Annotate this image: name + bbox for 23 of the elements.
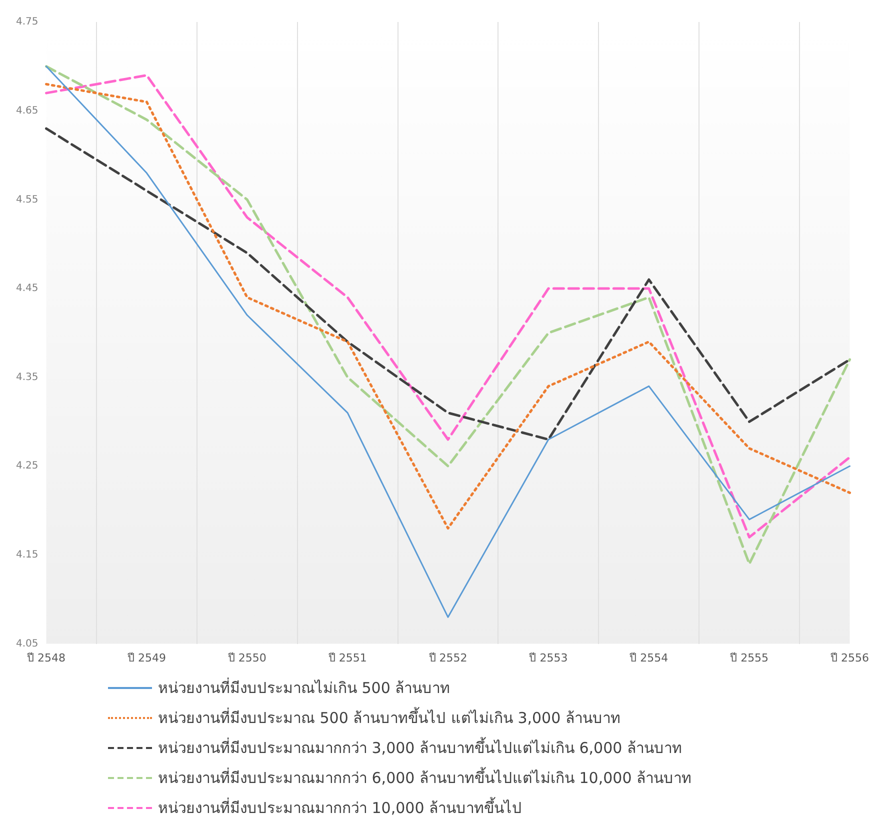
x-tick-label: ปี 2556: [830, 651, 870, 664]
x-tick-label: ปี 2548: [26, 651, 66, 664]
y-tick-label: 4.25: [16, 460, 38, 472]
legend-label: หน่วยงานที่มีงบประมาณมากกว่า 6,000 ล้านบาทขึ้นไปแต่ไม่เกิน 10,000 ล้านบาท: [158, 766, 692, 789]
y-tick-label: 4.75: [16, 16, 38, 28]
x-tick-label: ปี 2551: [327, 651, 367, 664]
legend-label: หน่วยงานที่มีงบประมาณมากกว่า 10,000 ล้านบาทขึ้นไป: [158, 796, 522, 819]
x-tick-label: ปี 2553: [528, 651, 568, 664]
y-tick-label: 4.65: [16, 105, 38, 116]
line-series: [45, 127, 852, 441]
x-tick-label: ปี 2554: [628, 651, 668, 664]
y-tick-label: 4.35: [16, 372, 38, 383]
x-tick-label: ปี 2549: [126, 651, 166, 664]
x-tick-label: ปี 2552: [428, 651, 468, 664]
legend-label: หน่วยงานที่มีงบประมาณไม่เกิน 500 ล้านบาท: [158, 676, 450, 699]
x-tick-label: ปี 2550: [226, 651, 266, 664]
legend-label: หน่วยงานที่มีงบประมาณมากกว่า 3,000 ล้านบาทขึ้นไปแต่ไม่เกิน 6,000 ล้านบาท: [158, 736, 682, 759]
y-tick-label: 4.55: [16, 194, 38, 206]
legend-label: หน่วยงานที่มีงบประมาณ 500 ล้านบาทขึ้นไป แต่ไม่เกิน 3,000 ล้านบาท: [158, 706, 620, 729]
x-tick-label: ปี 2555: [729, 651, 769, 664]
y-tick-label: 4.15: [16, 550, 38, 561]
y-tick-label: 4.05: [16, 638, 38, 650]
y-tick-label: 4.45: [16, 283, 38, 294]
